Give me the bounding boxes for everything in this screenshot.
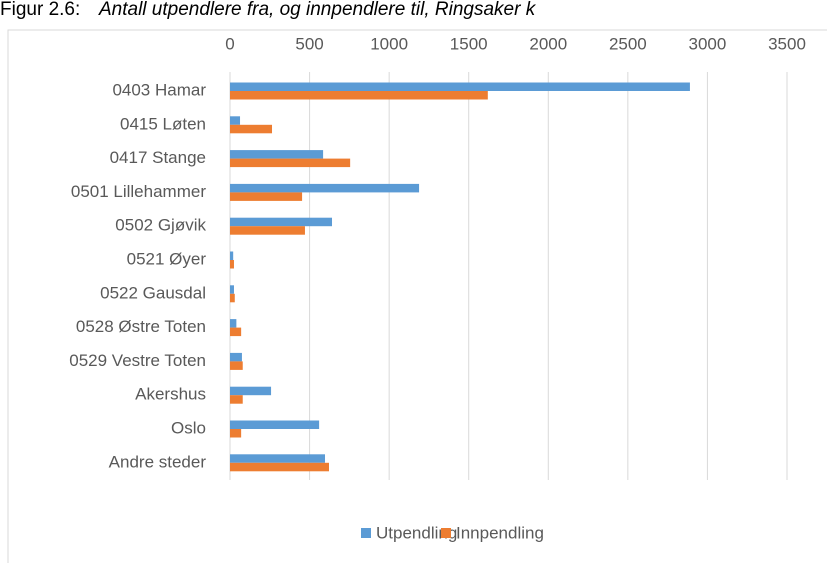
bar — [230, 150, 324, 159]
y-tick-label: Andre steder — [109, 452, 207, 471]
bar — [230, 454, 326, 463]
bar — [230, 226, 305, 235]
bar — [230, 429, 242, 438]
legend-swatch — [441, 528, 451, 538]
chart-border — [7, 29, 827, 563]
y-tick-label: 0502 Gjøvik — [115, 216, 206, 235]
bar — [230, 124, 273, 134]
chart-title: Antall utpendlere fra, og innpendlere ti… — [98, 0, 537, 20]
y-tick-label: 0403 Hamar — [112, 80, 206, 99]
y-tick-label: Akershus — [135, 385, 206, 404]
y-tick-label: 0417 Stange — [110, 148, 206, 167]
bar — [230, 352, 242, 362]
bar — [230, 285, 234, 294]
bar — [230, 420, 320, 429]
y-tick-label: 0529 Vestre Toten — [69, 351, 206, 370]
legend-label: Innpendling — [456, 523, 544, 542]
bar — [230, 260, 234, 269]
bar — [230, 217, 333, 227]
y-tick-label: 0528 Østre Toten — [76, 317, 206, 336]
bar — [230, 462, 329, 472]
bar — [230, 251, 234, 260]
bar — [230, 82, 690, 91]
bar — [230, 116, 241, 125]
bar — [230, 91, 488, 100]
x-tick-label: 500 — [295, 34, 323, 53]
bar — [230, 192, 303, 201]
x-tick-label: 2500 — [609, 34, 647, 53]
x-tick-label: 3500 — [768, 34, 806, 53]
y-tick-label: 0521 Øyer — [127, 249, 207, 268]
x-tick-label: 3000 — [689, 34, 727, 53]
bar — [230, 386, 272, 396]
y-tick-label: 0501 Lillehammer — [71, 182, 206, 201]
legend-swatch — [361, 528, 371, 538]
x-tick-label: 2000 — [529, 34, 567, 53]
bar — [230, 183, 420, 193]
legend-label: Utpendling — [376, 523, 457, 542]
y-tick-label: 0522 Gausdal — [100, 283, 206, 302]
bar — [230, 158, 351, 168]
x-tick-label: 0 — [225, 34, 234, 53]
bar — [230, 293, 235, 303]
x-tick-label: 1000 — [370, 34, 408, 53]
title-prefix: Figur 2.6: — [0, 0, 80, 20]
y-tick-label: 0415 Løten — [120, 114, 206, 133]
bar — [230, 319, 237, 328]
y-tick-label: Oslo — [171, 418, 206, 437]
bar — [230, 361, 243, 370]
bar — [230, 395, 243, 404]
x-tick-label: 1500 — [450, 34, 488, 53]
bar — [230, 327, 242, 337]
